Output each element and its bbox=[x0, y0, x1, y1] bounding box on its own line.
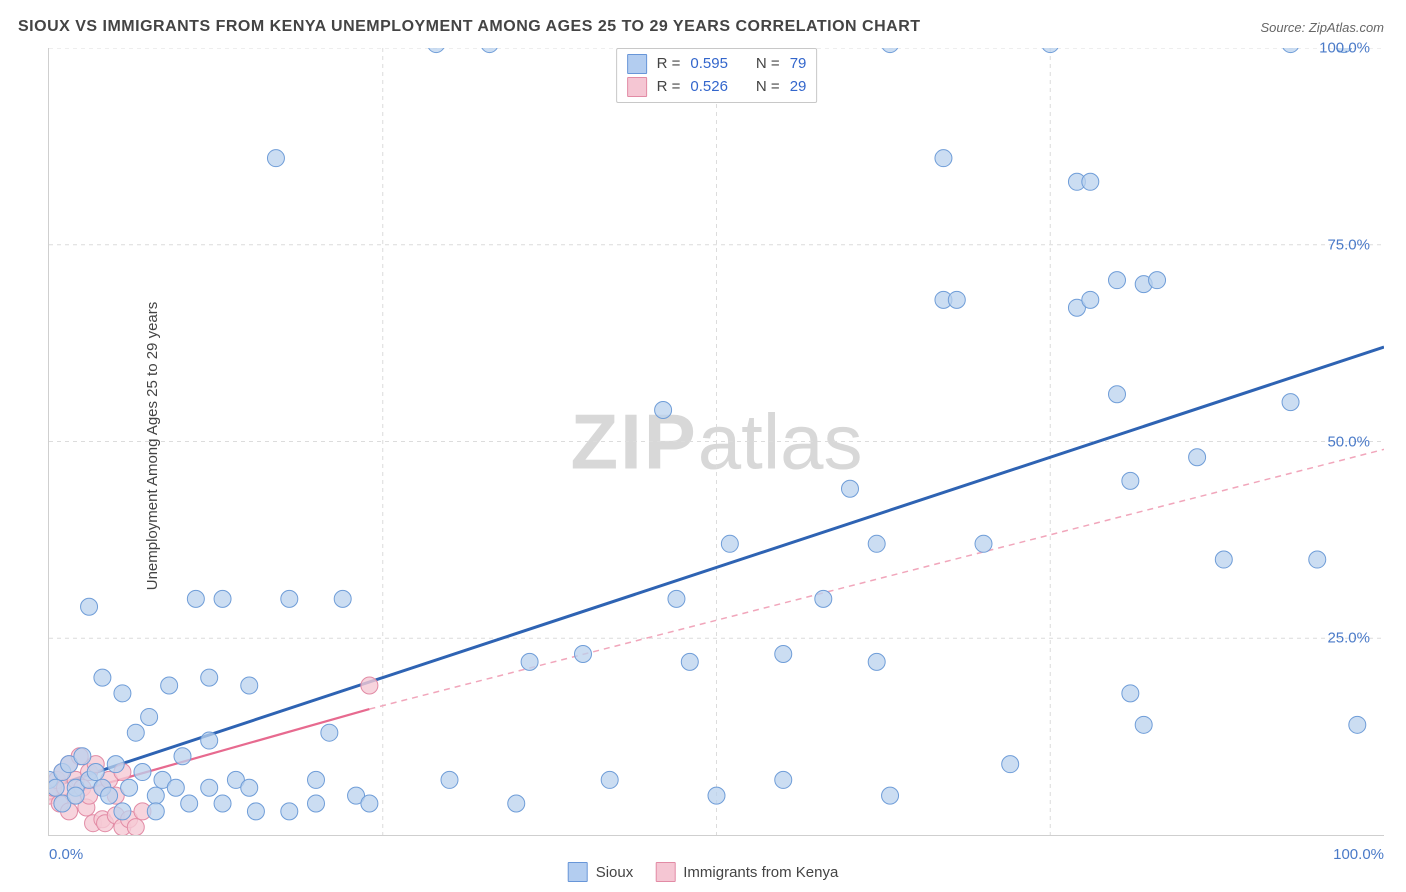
n-label: N = bbox=[756, 53, 780, 76]
legend-item-sioux: Sioux bbox=[568, 862, 634, 882]
legend-label-kenya: Immigrants from Kenya bbox=[683, 864, 838, 881]
n-value-sioux: 79 bbox=[790, 53, 807, 76]
swatch-kenya bbox=[627, 77, 647, 97]
n-value-kenya: 29 bbox=[790, 76, 807, 99]
chart-title: SIOUX VS IMMIGRANTS FROM KENYA UNEMPLOYM… bbox=[18, 18, 921, 36]
y-tick-label: 25.0% bbox=[1327, 630, 1370, 647]
correlation-legend: R = 0.595 N = 79 R = 0.526 N = 29 bbox=[616, 48, 818, 103]
source-attribution: Source: ZipAtlas.com bbox=[1260, 20, 1384, 35]
x-tick-label: 100.0% bbox=[1333, 846, 1384, 863]
r-value-sioux: 0.595 bbox=[690, 53, 728, 76]
scatter-svg bbox=[49, 48, 1384, 835]
legend-item-kenya: Immigrants from Kenya bbox=[655, 862, 838, 882]
corr-row-sioux: R = 0.595 N = 79 bbox=[627, 53, 807, 76]
y-tick-label: 100.0% bbox=[1319, 40, 1370, 57]
series-legend: Sioux Immigrants from Kenya bbox=[568, 862, 839, 882]
n-label-2: N = bbox=[756, 76, 780, 99]
y-tick-label: 75.0% bbox=[1327, 236, 1370, 253]
swatch-sioux-2 bbox=[568, 862, 588, 882]
plot-area: ZIPatlas R = 0.595 N = 79 R = 0.526 N = … bbox=[48, 48, 1384, 836]
y-tick-label: 50.0% bbox=[1327, 433, 1370, 450]
corr-row-kenya: R = 0.526 N = 29 bbox=[627, 76, 807, 99]
x-tick-label: 0.0% bbox=[49, 846, 83, 863]
r-label-2: R = bbox=[657, 76, 681, 99]
r-label: R = bbox=[657, 53, 681, 76]
swatch-sioux bbox=[627, 54, 647, 74]
legend-label-sioux: Sioux bbox=[596, 864, 634, 881]
r-value-kenya: 0.526 bbox=[690, 76, 728, 99]
swatch-kenya-2 bbox=[655, 862, 675, 882]
